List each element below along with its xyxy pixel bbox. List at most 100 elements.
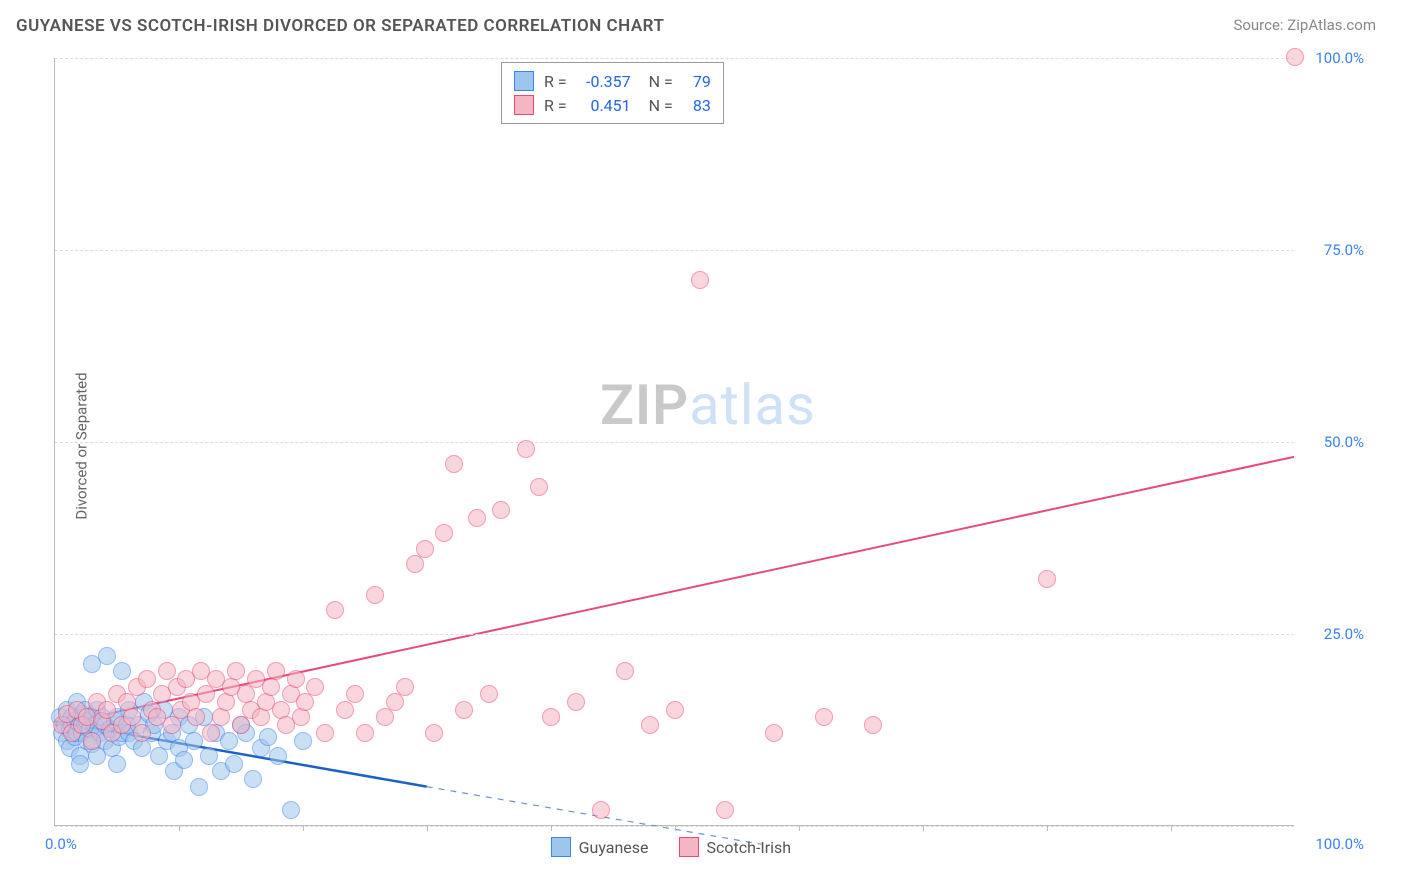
data-point-scotch_irish [197,685,215,703]
x-tick-mark [551,825,552,831]
data-point-scotch_irish [765,724,783,742]
data-point-guyanese [269,747,287,765]
data-point-guyanese [244,770,262,788]
stats-swatch [514,95,534,115]
data-point-scotch_irish [138,670,156,688]
stat-n-label: N = [649,96,673,115]
data-point-guyanese [133,739,151,757]
legend-swatch [679,837,699,857]
x-tick-mark [799,825,800,831]
data-point-scotch_irish [435,524,453,542]
data-point-scotch_irish [517,440,535,458]
data-point-scotch_irish [445,455,463,473]
stats-row-scotch_irish: R =0.451N =83 [514,93,711,117]
data-point-guyanese [200,747,218,765]
data-point-scotch_irish [480,685,498,703]
data-point-scotch_irish [530,478,548,496]
x-tick-mark [923,825,924,831]
data-point-scotch_irish [641,716,659,734]
stat-r-value: 0.451 [577,96,631,115]
data-point-scotch_irish [416,540,434,558]
data-point-scotch_irish [227,662,245,680]
plot-area: ZIPatlas 25.0%50.0%75.0%100.0%0.0%100.0%… [54,58,1294,826]
data-point-scotch_irish [492,501,510,519]
chart-container: GUYANESE VS SCOTCH-IRISH DIVORCED OR SEP… [0,0,1406,892]
data-point-scotch_irish [252,708,270,726]
data-point-scotch_irish [217,693,235,711]
data-point-scotch_irish [133,724,151,742]
data-point-scotch_irish [98,701,116,719]
data-point-guyanese [294,732,312,750]
data-point-guyanese [113,662,131,680]
y-tick-label: 100.0% [1304,49,1364,67]
data-point-scotch_irish [864,716,882,734]
data-point-guyanese [225,755,243,773]
data-point-scotch_irish [567,693,585,711]
legend: Guyanese Scotch-Irish [551,837,792,857]
data-point-guyanese [282,801,300,819]
stat-r-label: R = [544,72,567,91]
gridline-h [55,634,1294,635]
data-point-guyanese [71,755,89,773]
legend-swatch [551,837,571,857]
data-point-scotch_irish [267,662,285,680]
data-point-scotch_irish [616,662,634,680]
data-point-scotch_irish [336,701,354,719]
data-point-scotch_irish [366,586,384,604]
data-point-guyanese [190,778,208,796]
stat-n-label: N = [649,72,673,91]
data-point-guyanese [98,647,116,665]
data-point-scotch_irish [666,701,684,719]
stat-r-value: -0.357 [577,72,631,91]
data-point-guyanese [220,732,238,750]
y-tick-label: 50.0% [1304,433,1364,451]
stats-swatch [514,71,534,91]
y-tick-label: 25.0% [1304,625,1364,643]
legend-label: Scotch-Irish [707,838,792,857]
data-point-scotch_irish [1038,570,1056,588]
data-point-scotch_irish [83,732,101,750]
data-point-guyanese [185,732,203,750]
data-point-scotch_irish [232,716,250,734]
data-point-scotch_irish [691,271,709,289]
data-point-scotch_irish [1286,48,1304,66]
data-point-guyanese [259,728,277,746]
data-point-scotch_irish [346,685,364,703]
stat-n-value: 83 [683,96,711,115]
data-point-scotch_irish [542,708,560,726]
data-point-scotch_irish [386,693,404,711]
data-point-scotch_irish [376,708,394,726]
source-name: ZipAtlas.com [1287,16,1376,34]
stats-row-guyanese: R = -0.357 N = 79 [514,69,711,93]
stat-n-value: 79 [683,72,711,91]
data-point-scotch_irish [326,601,344,619]
data-point-scotch_irish [163,716,181,734]
source-credit: Source: ZipAtlas.com [1233,16,1376,34]
data-point-scotch_irish [425,724,443,742]
source-prefix: Source: [1233,16,1287,34]
data-point-scotch_irish [406,555,424,573]
trend-line [55,457,1294,725]
data-point-scotch_irish [262,678,280,696]
data-point-scotch_irish [396,678,414,696]
data-point-guyanese [175,751,193,769]
legend-item-guyanese: Guyanese [551,837,649,857]
legend-item-scotch_irish: Scotch-Irish [679,837,792,857]
x-tick-label: 0.0% [45,835,77,853]
gridline-h [55,442,1294,443]
data-point-scotch_irish [468,509,486,527]
x-tick-label: 100.0% [1304,835,1364,853]
data-point-scotch_irish [356,724,374,742]
gridline-h [55,58,1294,59]
x-tick-mark [303,825,304,831]
x-tick-mark [179,825,180,831]
data-point-scotch_irish [212,708,230,726]
data-point-scotch_irish [316,724,334,742]
gridline-h [55,250,1294,251]
data-point-scotch_irish [292,708,310,726]
data-point-scotch_irish [815,708,833,726]
chart-title: GUYANESE VS SCOTCH-IRISH DIVORCED OR SEP… [16,16,664,36]
legend-label: Guyanese [579,838,649,857]
data-point-guyanese [108,755,126,773]
data-point-scotch_irish [202,724,220,742]
